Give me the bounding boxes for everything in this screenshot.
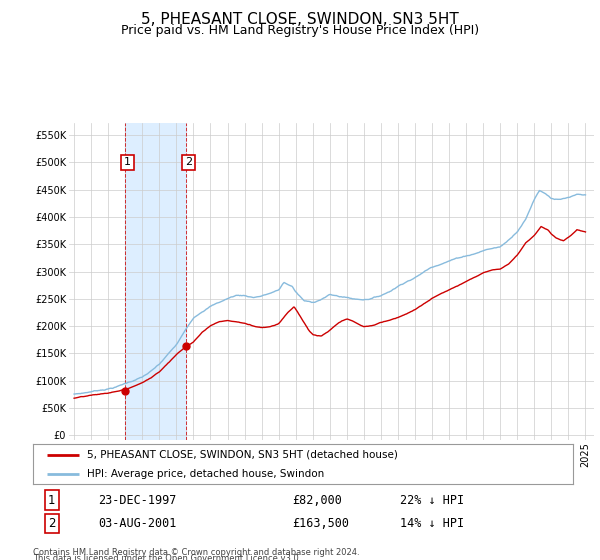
Text: 22% ↓ HPI: 22% ↓ HPI xyxy=(400,493,464,507)
Text: 1: 1 xyxy=(124,157,131,167)
Text: This data is licensed under the Open Government Licence v3.0.: This data is licensed under the Open Gov… xyxy=(33,554,301,560)
Text: Contains HM Land Registry data © Crown copyright and database right 2024.: Contains HM Land Registry data © Crown c… xyxy=(33,548,359,557)
Text: £163,500: £163,500 xyxy=(292,517,349,530)
Text: 5, PHEASANT CLOSE, SWINDON, SN3 5HT (detached house): 5, PHEASANT CLOSE, SWINDON, SN3 5HT (det… xyxy=(87,450,398,460)
Text: 14% ↓ HPI: 14% ↓ HPI xyxy=(400,517,464,530)
Text: 5, PHEASANT CLOSE, SWINDON, SN3 5HT: 5, PHEASANT CLOSE, SWINDON, SN3 5HT xyxy=(141,12,459,27)
Text: 03-AUG-2001: 03-AUG-2001 xyxy=(98,517,176,530)
Text: 23-DEC-1997: 23-DEC-1997 xyxy=(98,493,176,507)
Text: HPI: Average price, detached house, Swindon: HPI: Average price, detached house, Swin… xyxy=(87,469,324,478)
Text: 1: 1 xyxy=(48,493,56,507)
Text: £82,000: £82,000 xyxy=(292,493,342,507)
Text: 2: 2 xyxy=(48,517,56,530)
Bar xyxy=(125,123,186,440)
Text: 2: 2 xyxy=(185,157,193,167)
Text: Price paid vs. HM Land Registry's House Price Index (HPI): Price paid vs. HM Land Registry's House … xyxy=(121,24,479,36)
